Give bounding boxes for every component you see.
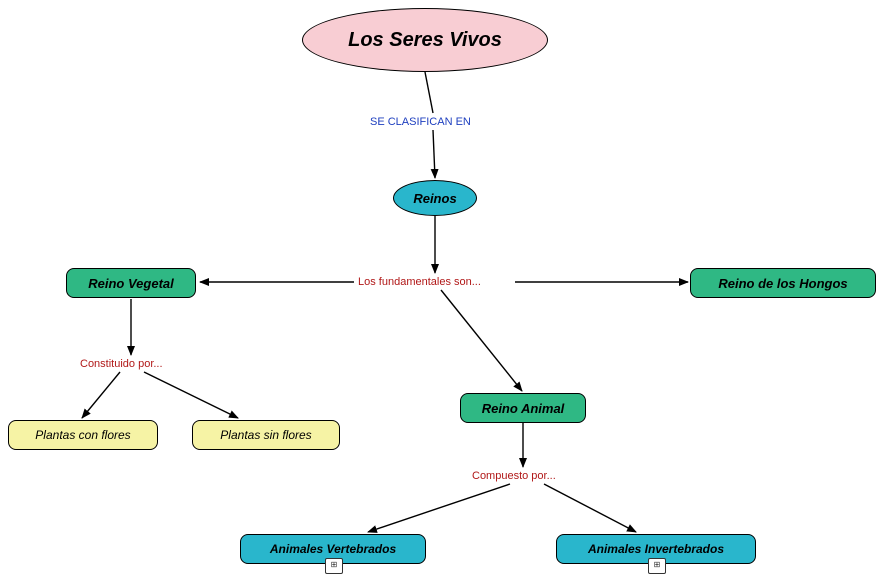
link-label-compuesto-por: Compuesto por... (472, 470, 556, 482)
node-plantas-con-flores: Plantas con flores (8, 420, 158, 450)
label-text: Compuesto por... (472, 470, 556, 482)
link-label-los-fundamentales-son: Los fundamentales son... (358, 276, 481, 288)
node-label: Plantas con flores (35, 428, 130, 442)
node-label: Reino Animal (482, 401, 565, 416)
label-text: SE CLASIFICAN EN (370, 116, 471, 128)
node-plantas-sin-flores: Plantas sin flores (192, 420, 340, 450)
link-label-se-clasifican-en: SE CLASIFICAN EN (370, 116, 471, 128)
node-label: Reino de los Hongos (718, 276, 847, 291)
node-reino-hongos: Reino de los Hongos (690, 268, 876, 298)
node-label: Plantas sin flores (220, 428, 311, 442)
node-label: Animales Invertebrados (588, 542, 724, 556)
node-reino-animal: Reino Animal (460, 393, 586, 423)
node-label: Reinos (413, 191, 456, 206)
submap-icon[interactable]: ⊞ (325, 558, 343, 574)
label-text: Constituido por... (80, 358, 163, 370)
submap-icon[interactable]: ⊞ (648, 558, 666, 574)
node-label: Los Seres Vivos (348, 29, 502, 52)
node-label: Animales Vertebrados (270, 542, 396, 556)
node-label: Reino Vegetal (88, 276, 173, 291)
node-los-seres-vivos: Los Seres Vivos (302, 8, 548, 72)
link-label-constituido-por: Constituido por... (80, 358, 163, 370)
node-reino-vegetal: Reino Vegetal (66, 268, 196, 298)
node-reinos: Reinos (393, 180, 477, 216)
label-text: Los fundamentales son... (358, 276, 481, 288)
